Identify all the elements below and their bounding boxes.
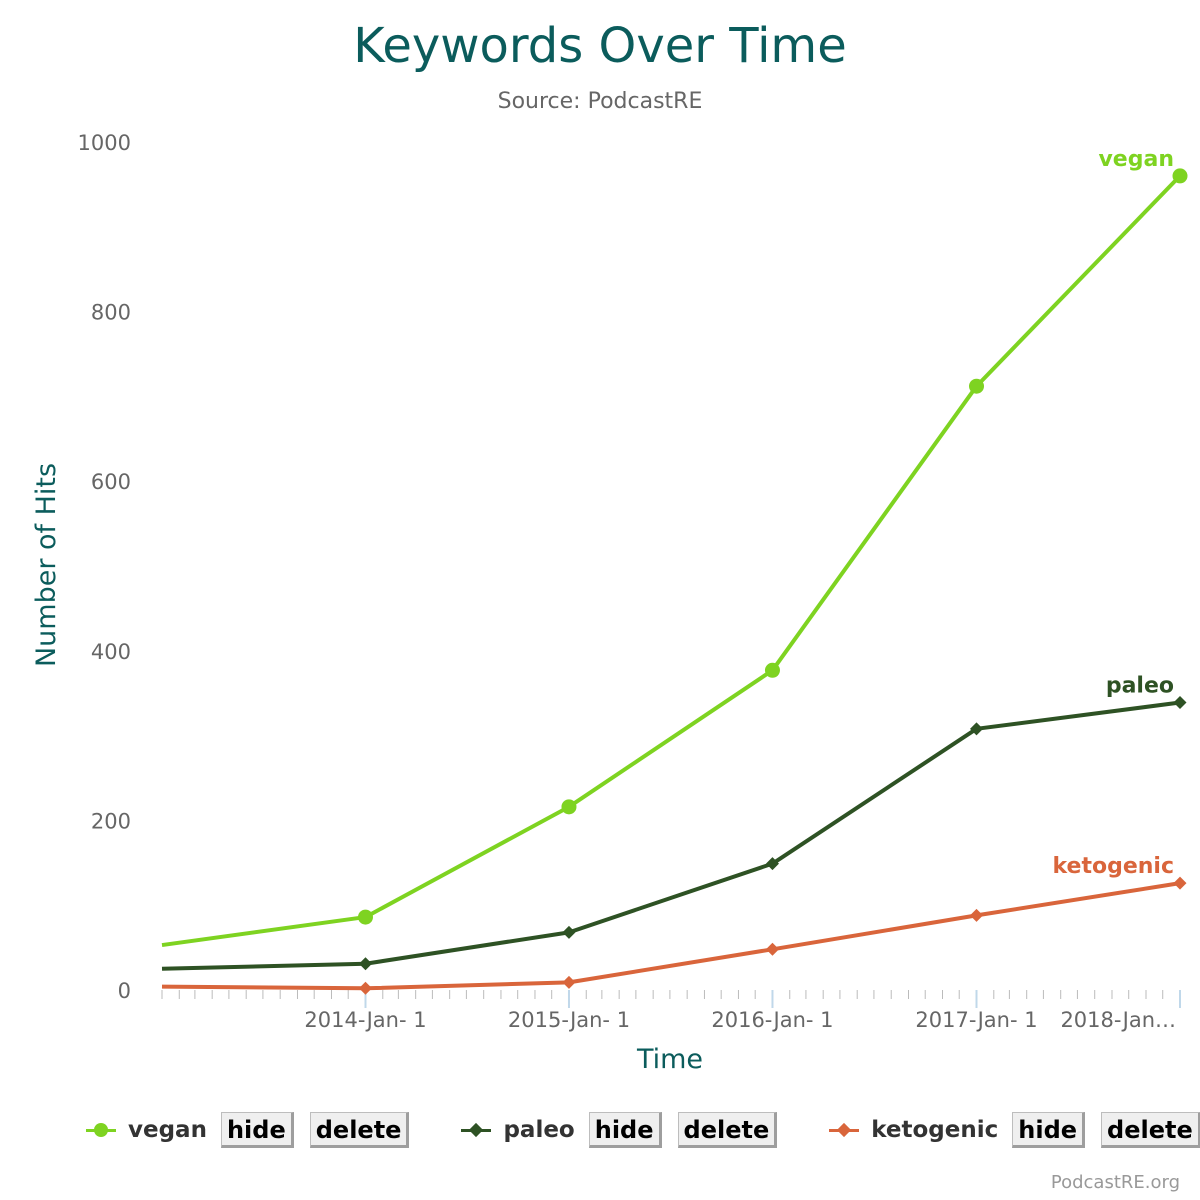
ketogenic-point[interactable] bbox=[562, 975, 576, 989]
legend-item-ketogenic[interactable]: ketogenic hide delete bbox=[827, 1112, 1200, 1148]
ketogenic-point[interactable] bbox=[358, 981, 372, 995]
vegan-point[interactable] bbox=[764, 662, 780, 678]
chart-subtitle: Source: PodcastRE bbox=[498, 89, 703, 114]
delete-ketogenic-button[interactable]: delete bbox=[1101, 1112, 1200, 1148]
chart-title: Keywords Over Time bbox=[353, 18, 846, 74]
x-tick-label: 2018-Jan… bbox=[1060, 1008, 1176, 1032]
paleo-point[interactable] bbox=[970, 722, 984, 736]
ketogenic-series-line bbox=[161, 881, 1181, 991]
ketogenic-point[interactable] bbox=[970, 908, 984, 922]
paleo-point[interactable] bbox=[562, 925, 576, 939]
y-axis: 0 200 400 600 800 1000 bbox=[78, 131, 131, 1003]
delete-paleo-button[interactable]: delete bbox=[677, 1112, 778, 1148]
vegan-point[interactable] bbox=[969, 378, 985, 394]
y-tick-label: 0 bbox=[118, 979, 131, 1003]
hide-vegan-button[interactable]: hide bbox=[220, 1112, 294, 1148]
legend-label-paleo: paleo bbox=[503, 1117, 575, 1143]
y-tick-label: 400 bbox=[91, 640, 131, 664]
y-tick-label: 200 bbox=[91, 809, 131, 833]
legend-item-vegan[interactable]: vegan hide delete bbox=[84, 1112, 425, 1148]
credit-link[interactable]: PodcastRE.org bbox=[1050, 1172, 1180, 1193]
paleo-end-label: paleo bbox=[1106, 674, 1174, 699]
vegan-point[interactable] bbox=[357, 909, 373, 925]
paleo-legend-marker bbox=[459, 1120, 493, 1140]
paleo-series-line bbox=[161, 700, 1181, 971]
vegan-series-line bbox=[161, 174, 1182, 948]
x-tick-label: 2017-Jan- 1 bbox=[915, 1008, 1037, 1032]
y-tick-label: 600 bbox=[91, 470, 131, 494]
hide-paleo-button[interactable]: hide bbox=[588, 1112, 662, 1148]
y-tick-label: 800 bbox=[91, 301, 131, 325]
y-axis-title: Number of Hits bbox=[31, 463, 62, 667]
paleo-point[interactable] bbox=[1173, 696, 1187, 710]
legend-label-vegan: vegan bbox=[128, 1117, 207, 1143]
paleo-point[interactable] bbox=[765, 857, 779, 871]
vegan-end-label: vegan bbox=[1098, 147, 1174, 172]
x-axis-title: Time bbox=[636, 1044, 703, 1075]
legend-item-paleo[interactable]: paleo hide delete bbox=[459, 1112, 793, 1148]
vegan-point[interactable] bbox=[561, 799, 577, 815]
x-axis: 2014-Jan- 1 2015-Jan- 1 2016-Jan- 1 2017-Ja… bbox=[161, 990, 1181, 1032]
vegan-point[interactable] bbox=[1172, 168, 1188, 184]
ketogenic-end-label: ketogenic bbox=[1052, 854, 1174, 879]
hide-ketogenic-button[interactable]: hide bbox=[1012, 1112, 1086, 1148]
ketogenic-point[interactable] bbox=[1173, 876, 1187, 890]
legend: vegan hide delete paleo hide delete keto… bbox=[84, 1112, 1200, 1148]
vegan-legend-marker bbox=[84, 1120, 118, 1140]
series-layer: ketogenic paleo vegan bbox=[161, 147, 1188, 995]
delete-vegan-button[interactable]: delete bbox=[309, 1112, 410, 1148]
x-tick-label: 2014-Jan- 1 bbox=[304, 1008, 426, 1032]
x-tick-label: 2015-Jan- 1 bbox=[508, 1008, 630, 1032]
legend-label-ketogenic: ketogenic bbox=[871, 1117, 999, 1143]
paleo-point[interactable] bbox=[358, 957, 372, 971]
ketogenic-point[interactable] bbox=[765, 942, 779, 956]
ketogenic-legend-marker bbox=[827, 1120, 861, 1140]
x-tick-label: 2016-Jan- 1 bbox=[711, 1008, 833, 1032]
y-tick-label: 1000 bbox=[78, 131, 131, 155]
